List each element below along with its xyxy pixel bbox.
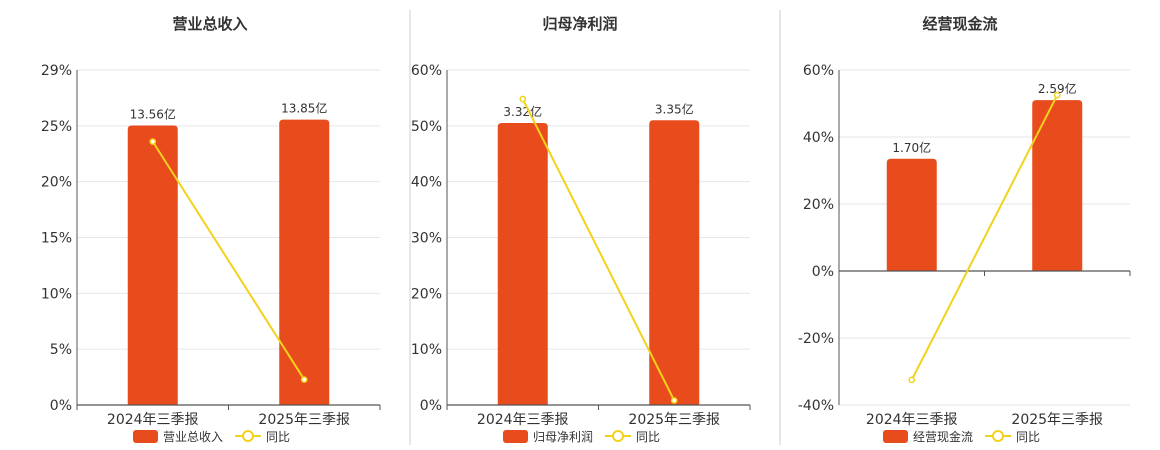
x-category-label: 2025年三季报 xyxy=(258,412,350,428)
chart-1: 营业总收入 29% 25% 20% 15% 10% 5% 0% 13.56亿 13.85亿 2024… xyxy=(41,15,381,444)
legend-bar-swatch xyxy=(133,430,158,443)
chart-title: 营业总收入 xyxy=(172,15,247,33)
bar xyxy=(497,123,548,406)
legend-bar-label: 经营现金流 xyxy=(913,429,973,444)
y-tick-label: 20% xyxy=(411,286,442,302)
x-category-label: 2024年三季报 xyxy=(477,412,569,428)
yoy-point xyxy=(670,397,678,404)
yoy-line xyxy=(151,141,306,381)
chart-3: 经营现金流 60% 40% 20% 0% -20% -40% 1.70亿 2.59亿 2024年三… xyxy=(798,15,1131,444)
bar-data-label: 1.70亿 xyxy=(892,140,931,155)
bar xyxy=(649,120,700,405)
yoy-line xyxy=(521,98,676,401)
yoy-point xyxy=(908,376,916,384)
bar xyxy=(886,158,937,271)
legend-bar-label: 营业总收入 xyxy=(163,430,223,444)
bar-data-label: 3.32亿 xyxy=(503,104,542,119)
legend-line-label: 同比 xyxy=(636,430,660,444)
bar-data-label: 3.35亿 xyxy=(655,101,694,116)
yoy-point xyxy=(519,95,527,103)
bar-data-label: 13.85亿 xyxy=(281,101,327,116)
legend-line-marker xyxy=(242,430,254,442)
chart-title: 经营现金流 xyxy=(922,15,997,33)
y-tick-label: 25% xyxy=(41,119,72,135)
y-tick-label: 20% xyxy=(41,175,72,191)
yoy-line xyxy=(910,94,1059,381)
bar xyxy=(1032,100,1083,272)
y-tick-label: 0% xyxy=(420,398,442,414)
bar-data-label: 2.59亿 xyxy=(1038,81,1077,96)
chart-title: 归母净利润 xyxy=(542,15,617,33)
y-tick-label: 50% xyxy=(411,119,442,135)
y-tick-label: -40% xyxy=(798,398,834,414)
x-category-label: 2024年三季报 xyxy=(866,412,958,428)
y-tick-label: 29% xyxy=(41,63,72,79)
bar xyxy=(279,119,330,405)
yoy-point xyxy=(149,138,157,145)
legend-line-label: 同比 xyxy=(266,430,290,444)
y-tick-label: 10% xyxy=(411,342,442,358)
legend-bar-label: 归母净利润 xyxy=(533,430,593,444)
yoy-point xyxy=(1053,91,1061,99)
y-tick-label: 10% xyxy=(41,286,72,302)
y-tick-label: 40% xyxy=(803,130,834,146)
bar xyxy=(127,125,178,405)
y-tick-label: 30% xyxy=(411,231,442,247)
y-tick-label: -20% xyxy=(798,331,834,347)
y-tick-label: 20% xyxy=(803,197,834,213)
chart-2: 归母净利润 60% 50% 40% 30% 20% 10% 0% 3.32亿 3.35亿 2024年… xyxy=(411,15,751,444)
legend-line-marker xyxy=(992,430,1004,442)
y-tick-label: 40% xyxy=(411,175,442,191)
legend-bar-swatch xyxy=(503,430,528,443)
legend-line-label: 同比 xyxy=(1016,430,1040,444)
legend-bar-swatch xyxy=(883,430,908,443)
y-tick-label: 15% xyxy=(41,231,72,247)
y-tick-label: 0% xyxy=(50,398,72,414)
x-category-label: 2025年三季报 xyxy=(628,412,720,428)
yoy-point xyxy=(300,376,308,383)
y-tick-label: 60% xyxy=(803,63,834,79)
y-tick-label: 60% xyxy=(411,63,442,79)
bar-data-label: 13.56亿 xyxy=(130,106,176,121)
y-tick-label: 0% xyxy=(812,264,834,280)
x-category-label: 2024年三季报 xyxy=(107,412,199,428)
x-category-label: 2025年三季报 xyxy=(1011,412,1103,428)
legend-line-marker xyxy=(612,430,624,442)
y-tick-label: 5% xyxy=(50,342,72,358)
